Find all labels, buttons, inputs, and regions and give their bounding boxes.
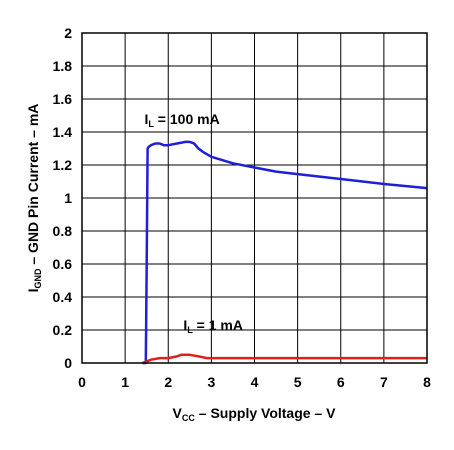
x-axis-label-main: V [173, 405, 183, 421]
y-axis-label-rest: – GND Pin Current – mA [25, 104, 41, 269]
annotation-main: I [183, 317, 187, 333]
y-tick-labels: 0 0.2 0.4 0.6 0.8 1 1.2 1.4 1.6 1.8 2 [53, 25, 73, 371]
x-tick-label: 0 [78, 374, 86, 390]
series-layer [141, 140, 428, 365]
annotation-sub: L [187, 325, 193, 335]
x-tick-label: 3 [207, 374, 215, 390]
series-line-1 [141, 353, 427, 365]
x-tick-label: 7 [380, 374, 388, 390]
x-tick-label: 1 [121, 374, 129, 390]
x-tick-label: 6 [337, 374, 345, 390]
y-tick-label: 1.4 [53, 124, 73, 140]
x-tick-label: 8 [423, 374, 431, 390]
y-axis-label: IGND – GND Pin Current – mA [25, 104, 43, 293]
series-annotation-0: IL = 100 mA [145, 111, 220, 129]
series-annotation-1: IL = 1 mA [183, 317, 243, 335]
x-tick-labels: 0 1 2 3 4 5 6 7 8 [78, 374, 431, 390]
series-line-0 [142, 140, 428, 365]
plot-frame [81, 32, 428, 364]
x-axis-label: VCC – Supply Voltage – V [173, 405, 337, 423]
y-tick-label: 1.6 [53, 91, 73, 107]
x-axis-label-sub: CC [182, 413, 195, 423]
annotation-main: I [145, 111, 149, 127]
y-tick-label: 0.8 [53, 223, 73, 239]
x-tick-label: 5 [294, 374, 302, 390]
x-tick-label: 4 [251, 374, 259, 390]
y-tick-label: 1.2 [53, 157, 73, 173]
y-tick-label: 0.6 [53, 256, 73, 272]
x-axis-label-rest: – Supply Voltage – V [195, 405, 336, 421]
y-tick-label: 1 [64, 190, 72, 206]
y-tick-label: 0.2 [53, 322, 73, 338]
y-tick-label: 2 [64, 25, 72, 41]
y-tick-label: 1.8 [53, 58, 73, 74]
y-tick-label: 0 [64, 355, 72, 371]
y-axis-label-main: I [25, 289, 41, 293]
y-axis-label-sub: GND [33, 268, 43, 289]
x-tick-label: 2 [164, 374, 172, 390]
y-tick-label: 0.4 [53, 289, 73, 305]
annotation-rest: = 100 mA [154, 111, 220, 127]
annotation-rest: = 1 mA [193, 317, 243, 333]
annotation-sub: L [148, 119, 154, 129]
